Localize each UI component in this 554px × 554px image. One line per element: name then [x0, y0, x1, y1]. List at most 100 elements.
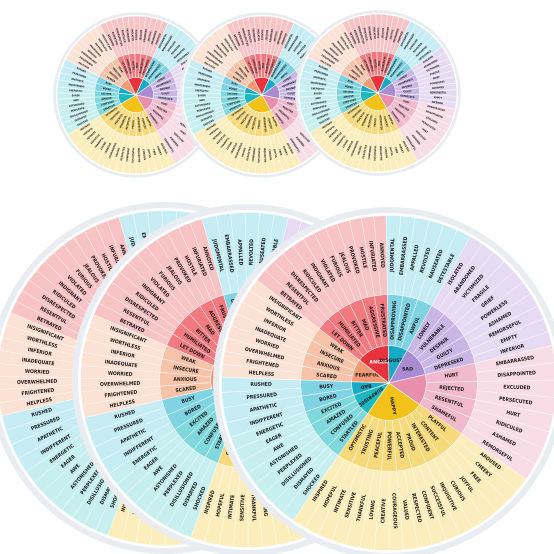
emotion-label: INTERESTED [136, 117, 140, 132]
emotion-label: REJECTED [156, 106, 168, 115]
emotion-label: POWERFUL [119, 115, 128, 129]
emotion-label: GUILTY [287, 92, 296, 95]
emotion-label: FURIOUS [135, 29, 138, 40]
emotion-label: INSECURE [173, 365, 199, 375]
emotion-label: LOVING [100, 141, 108, 150]
emotion-label: INSPIRED [206, 123, 217, 132]
emotion-label: BETRAYED [107, 34, 115, 47]
emotion-label: HOPEFUL [209, 127, 220, 137]
emotion-label: BETRAYED [349, 32, 357, 45]
emotion-label: RESENTFUL [353, 30, 361, 45]
emotion-label: RIDICULED [121, 29, 127, 43]
emotion-label: INFERIOR [431, 101, 443, 106]
emotion-label: BITTER [131, 61, 135, 70]
emotion-label: CURIOUS [384, 147, 388, 159]
emotion-label: PEACEFUL [240, 113, 250, 125]
emotion-label: HELPLESS [319, 59, 331, 68]
core-label: FEARFUL [355, 373, 379, 379]
emotion-label: HOPEFUL [325, 125, 336, 135]
emotion-label: INFERIOR [336, 40, 346, 51]
emotion-label: VALUED [357, 145, 363, 155]
emotion-label: INSECURE [354, 65, 364, 77]
emotion-label: EXCLUDED [425, 116, 438, 125]
emotion-label: DEPRESSED [400, 94, 415, 99]
emotion-label: PEACEFUL [356, 111, 366, 123]
emotion-label: CREATIVE [346, 140, 354, 152]
emotion-label: WORRIED [108, 371, 133, 378]
emotion-label: LET DOWN [363, 59, 371, 72]
emotion-label: FRUSTRATED [378, 303, 387, 337]
emotion-label: CREATIVE [230, 142, 238, 154]
emotion-label: LOVING [226, 141, 234, 150]
emotion-label: FRUSTRATED [268, 59, 276, 75]
emotion-label: VIOLATED [372, 27, 376, 39]
emotion-label: VULNERABLE [282, 80, 298, 89]
emotion-label: AWE [272, 442, 285, 453]
emotion-label: DISMAYED [200, 115, 213, 123]
emotion-label: FRIGHTENED [205, 56, 220, 67]
emotion-label: EXCITED [343, 91, 353, 94]
emotion-label: ISOLATED [422, 55, 434, 64]
emotion-label: WEAK [117, 66, 123, 74]
emotion-label: MAD [378, 60, 381, 66]
emotion-label: EAGER [314, 92, 322, 95]
emotion-label: INFURIATED [277, 30, 284, 45]
emotion-label: INQUISITIVE [137, 148, 141, 163]
emotion-label: PRESSURED [198, 72, 213, 80]
emotion-label: APATHETIC [249, 402, 278, 413]
emotion-label: VALUED [401, 500, 410, 521]
emotion-label: HURT [421, 128, 428, 135]
emotion-label: AROUSED [160, 143, 168, 155]
emotion-label: HURT [444, 372, 459, 380]
emotion-label: REVOLTED [297, 44, 308, 55]
emotion-label: WORTHLESS [97, 38, 108, 52]
emotion-label: CREATIVE [380, 498, 387, 523]
emotion-label: INFERIOR [94, 42, 104, 53]
emotion-label: APATHETIC [313, 76, 327, 82]
emotion-label: BUSY [319, 384, 334, 391]
emotion-label: BITTER [373, 59, 377, 68]
emotion-label: AROUSED [286, 143, 294, 155]
emotion-label: BORED [319, 393, 338, 403]
emotion-label: FRAGILE [430, 70, 441, 76]
emotion-label: FURIOUS [261, 29, 264, 40]
emotion-label: DISAPPROVING [390, 300, 399, 340]
emotion-label: SCARED [106, 76, 116, 84]
emotion-label: THANKFUL [249, 494, 256, 522]
emotion-label: OPTIMISTIC [105, 106, 119, 117]
emotion-label: COURAGEOUS [234, 142, 243, 159]
emotion-label: HELPLESS [26, 397, 52, 408]
emotion-label: VALUED [115, 147, 121, 157]
emotion-label: ENERGETIC [311, 87, 325, 91]
outer-segment [398, 126, 425, 162]
emotion-label: AMAZED [343, 95, 354, 99]
emotion-label: OVERWHELMED [100, 381, 141, 388]
emotion-label: THANKFUL [94, 136, 105, 149]
emotion-label: RESPECTED [120, 146, 126, 161]
emotion-wheel: HAPPYPLAYFULCONTENTINTERESTEDPROUDACCEPT… [213, 207, 554, 554]
emotion-label: AWE [315, 97, 321, 101]
emotion-label: CONFUSED [227, 100, 241, 107]
emotion-label: DEPRESSED [284, 96, 299, 101]
emotion-label: AROUSED [402, 141, 410, 153]
emotion-label: WEAK [180, 355, 197, 366]
emotion-label: REVOLTED [413, 42, 424, 53]
emotion-label: CURIOUS [142, 149, 146, 161]
emotion-label: LET DOWN [247, 61, 255, 74]
emotion-label: HUMILIATED [125, 59, 132, 74]
emotion-label: THANKFUL [220, 136, 231, 149]
emotion-label: EMPTY [434, 96, 443, 100]
emotion-label: LONELY [283, 76, 293, 83]
emotion-label: JUDGMENTAL [389, 238, 396, 273]
emotion-label: DESPAIR [286, 86, 297, 91]
emotion-label: FRIGHTENED [21, 388, 55, 398]
emotion-label: INFERIOR [110, 349, 136, 360]
emotion-label: SHOCKED [77, 119, 89, 127]
emotion-label: APPALLED [409, 39, 419, 51]
emotion-label: ASTONISHED [311, 100, 327, 106]
emotion-label: AGGRESSIVE [139, 58, 145, 74]
emotion-label: ENERGETIC [195, 89, 209, 93]
emotion-label: SCARED [316, 372, 337, 380]
emotion-label: RIDICULED [173, 132, 184, 143]
